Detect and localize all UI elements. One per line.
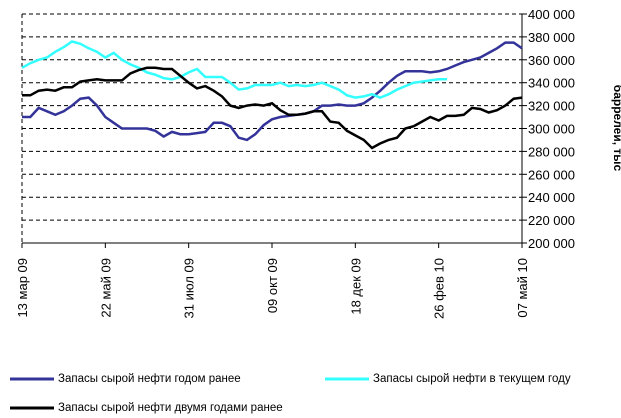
y-tick-label: 360 000 [528,53,575,68]
x-tick-label: 13 мар 09 [15,258,30,318]
series-line [22,66,523,150]
y-tick-label: 200 000 [528,236,575,251]
x-tick-label: 07 май 10 [515,258,530,318]
x-tick-label: 18 дек 09 [348,258,363,315]
y-tick-label: 320 000 [528,99,575,114]
x-tick-label: 22 май 09 [98,258,113,318]
legend-label: Запасы сырой нефти годом ранее [58,373,241,385]
x-tick-label: 09 окт 09 [265,258,280,313]
y-tick-label: 380 000 [528,30,575,45]
legend-label: Запасы сырой нефти двумя годами ранее [58,402,283,414]
y-tick-label: 400 000 [528,7,575,22]
y-tick-label: 280 000 [528,144,575,159]
series-line [21,40,447,99]
y-tick-label: 260 000 [528,167,575,182]
x-tick-label: 31 июл 09 [182,258,197,318]
y-axis-label: баррелей, тыс [611,85,621,172]
y-tick-label: 240 000 [528,190,575,205]
y-tick-label: 220 000 [528,213,575,228]
y-tick-label: 340 000 [528,76,575,91]
y-tick-label: 300 000 [528,122,575,137]
legend-label: Запасы сырой нефти в текущем году [373,373,571,385]
series-line [22,41,523,142]
x-tick-label: 26 фев 10 [432,258,447,319]
